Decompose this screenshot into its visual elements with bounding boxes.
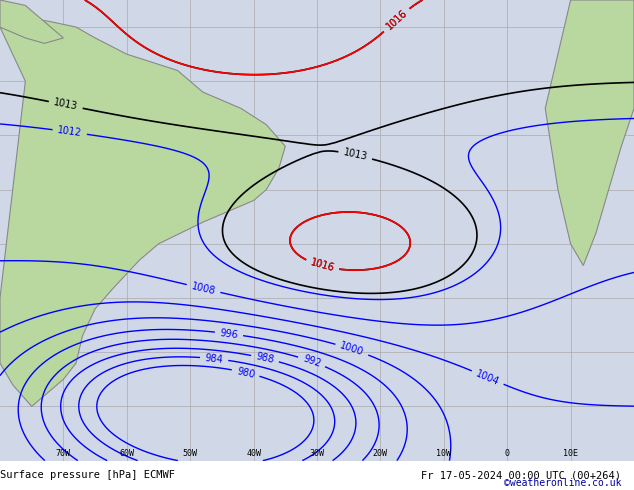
Text: 988: 988 — [255, 351, 275, 366]
Text: 50W: 50W — [183, 449, 198, 458]
Text: 20W: 20W — [373, 449, 388, 458]
Text: 1016: 1016 — [309, 258, 335, 274]
Text: 40W: 40W — [246, 449, 261, 458]
Text: 60W: 60W — [119, 449, 134, 458]
Text: 1016: 1016 — [384, 8, 409, 32]
Text: 30W: 30W — [309, 449, 325, 458]
Text: Fr 17-05-2024 00:00 UTC (00+264): Fr 17-05-2024 00:00 UTC (00+264) — [422, 470, 621, 480]
Text: 10W: 10W — [436, 449, 451, 458]
Text: 980: 980 — [236, 366, 256, 380]
Text: 70W: 70W — [56, 449, 71, 458]
Text: 1012: 1012 — [57, 125, 82, 139]
Text: 1016: 1016 — [384, 8, 409, 32]
Text: ©weatheronline.co.uk: ©weatheronline.co.uk — [504, 478, 621, 488]
Text: 10E: 10E — [563, 449, 578, 458]
Text: 1004: 1004 — [474, 368, 501, 387]
Text: 1008: 1008 — [190, 281, 217, 296]
Polygon shape — [0, 16, 285, 406]
Text: 992: 992 — [301, 354, 322, 369]
Text: Surface pressure [hPa] ECMWF: Surface pressure [hPa] ECMWF — [0, 470, 175, 480]
Polygon shape — [545, 0, 634, 266]
Text: 0: 0 — [505, 449, 510, 458]
Text: 996: 996 — [219, 328, 239, 340]
Text: 1013: 1013 — [53, 98, 79, 112]
Text: 984: 984 — [205, 353, 224, 365]
Text: 1013: 1013 — [342, 147, 368, 163]
Text: 1016: 1016 — [309, 258, 335, 274]
Polygon shape — [0, 0, 63, 43]
Text: 1000: 1000 — [339, 341, 365, 358]
